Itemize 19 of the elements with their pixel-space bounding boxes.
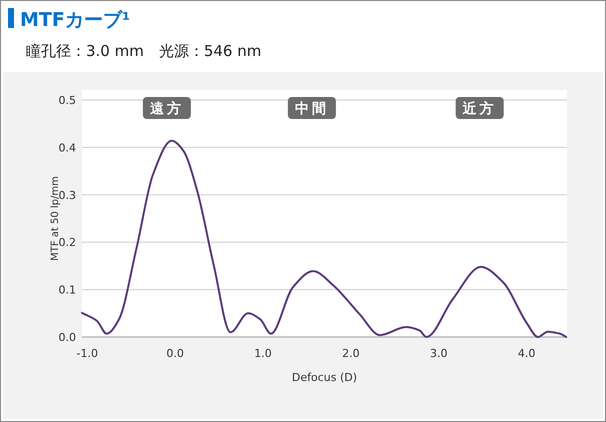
y-tick-label: 0.4: [58, 141, 76, 154]
annotation: 近方: [462, 100, 497, 117]
y-tick-label: 0.3: [58, 188, 76, 202]
y-tick-label: 0.1: [58, 284, 76, 297]
annotation: 中間: [294, 101, 329, 117]
x-tick-label: 2.0: [342, 347, 360, 360]
x-tick-label: -1.0: [76, 347, 98, 360]
chart-title: MTFカーブ¹: [20, 9, 130, 31]
y-tick-label: 0.5: [58, 94, 76, 107]
x-axis-title: Defocus (D): [292, 371, 358, 384]
chart-subtitle: 瞳孔径：3.0 mm 光源：546 nm: [26, 42, 262, 60]
y-tick-label: 0.2: [58, 236, 76, 250]
x-tick-label: 0.0: [166, 347, 184, 360]
x-tick-label: 3.0: [430, 347, 448, 360]
line-series: [81, 140, 568, 338]
x-tick-label: 4.0: [518, 347, 536, 360]
x-tick-label: 1.0: [254, 347, 272, 360]
annotation: 遠方: [148, 100, 184, 117]
y-tick-label: 0.0: [58, 331, 76, 344]
